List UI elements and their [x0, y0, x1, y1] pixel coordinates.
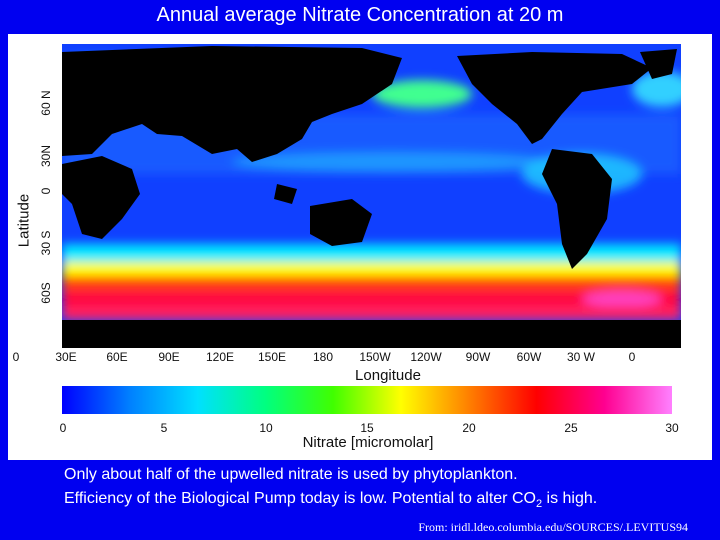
y-tick-0: 0 [39, 187, 53, 195]
x-tick-60e: 60E [106, 350, 128, 364]
colorbar-label: Nitrate [micromolar] [302, 434, 434, 451]
colorbar-tick-30: 30 [665, 421, 679, 435]
y-tick-30s: 30 S [39, 230, 53, 256]
colorbar-tick-25: 25 [564, 421, 578, 435]
colorbar-tick-20: 20 [462, 421, 476, 435]
y-axis-label: Latitude [15, 193, 33, 248]
x-tick-180: 180 [312, 350, 334, 364]
caption-line-2: Efficiency of the Biological Pump today … [64, 490, 597, 510]
x-tick-0-end: 0 [628, 350, 636, 364]
x-tick-90e: 90E [158, 350, 180, 364]
source-credit: From: iridl.ldeo.columbia.edu/SOURCES/.L… [418, 520, 688, 534]
colorbar [62, 386, 672, 414]
x-tick-30w: 30 W [566, 350, 595, 364]
nitrate-world-map [62, 44, 681, 348]
colorbar-tick-15: 15 [360, 421, 374, 435]
x-tick-0: 0 [12, 350, 20, 364]
caption-line-1: Only about half of the upwelled nitrate … [64, 466, 518, 483]
caption-subscript: 2 [535, 498, 543, 511]
land [62, 46, 681, 348]
x-axis-label: Longitude [355, 367, 421, 384]
y-tick-60n: 60 N [39, 90, 53, 116]
x-tick-90w: 90W [465, 350, 491, 364]
caption-line-2-end: is high. [542, 490, 598, 507]
caption-line-2-start: Efficiency of the Biological Pump today … [64, 490, 536, 507]
map-figure: Latitude 60 N 30N 0 30 S 60S [8, 34, 712, 460]
colorbar-tick-0: 0 [59, 421, 67, 435]
x-tick-120w: 120W [410, 350, 442, 364]
x-tick-120e: 120E [205, 350, 235, 364]
page-title: Annual average Nitrate Concentration at … [156, 4, 564, 26]
nitrate-field [62, 57, 681, 320]
colorbar-tick-10: 10 [259, 421, 273, 435]
x-tick-30e: 30E [55, 350, 77, 364]
x-tick-150e: 150E [257, 350, 287, 364]
colorbar-tick-5: 5 [160, 421, 168, 435]
y-tick-60s: 60S [39, 282, 53, 304]
x-tick-60w: 60W [516, 350, 542, 364]
x-tick-150w: 150W [359, 350, 391, 364]
